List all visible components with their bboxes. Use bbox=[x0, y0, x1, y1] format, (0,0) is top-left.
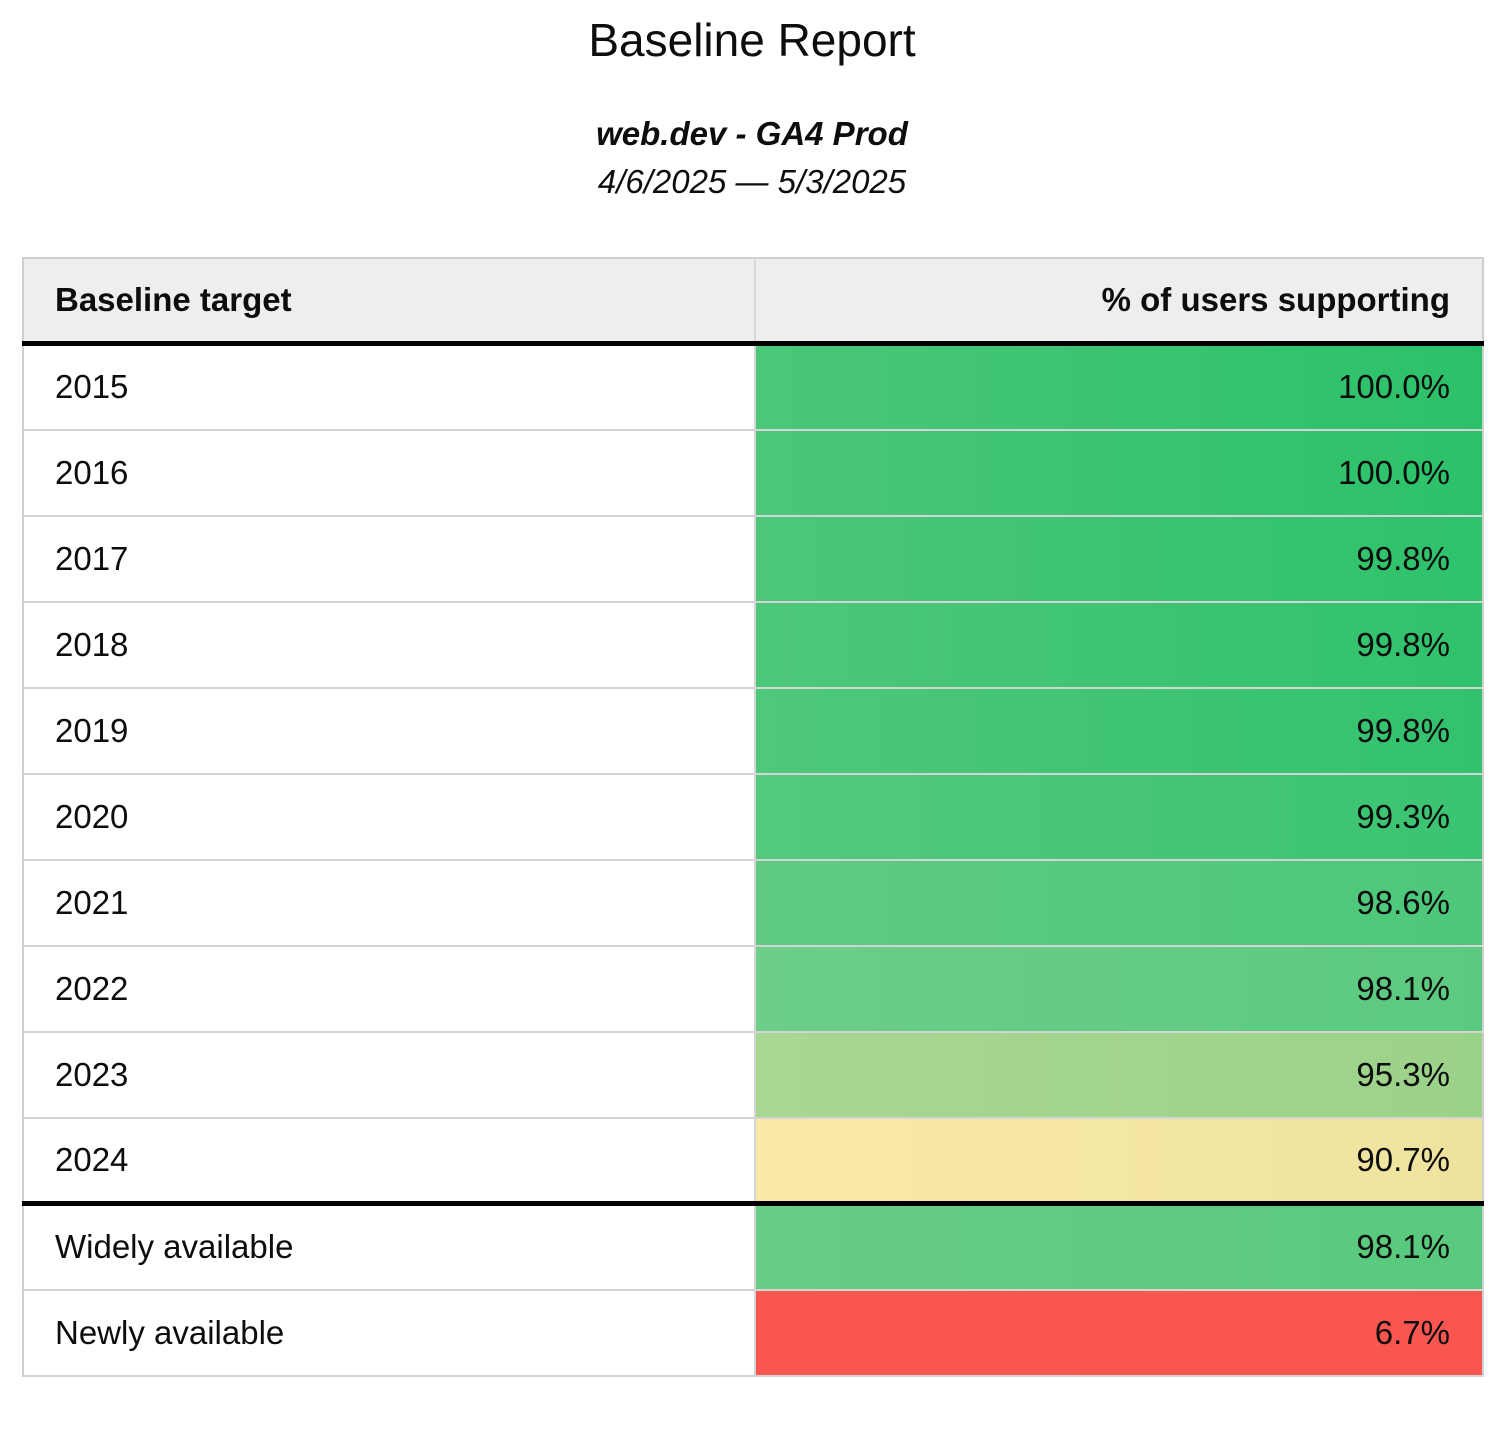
target-cell: 2021 bbox=[23, 859, 755, 947]
value-cell: 98.1% bbox=[754, 945, 1483, 1033]
value-cell: 100.0% bbox=[754, 343, 1483, 431]
table-row: 2024 90.7% bbox=[23, 1117, 1483, 1207]
header-percent-supporting: % of users supporting bbox=[754, 257, 1483, 347]
target-cell: 2018 bbox=[23, 601, 755, 689]
baseline-table: Baseline target % of users supporting 20… bbox=[22, 256, 1484, 1377]
value-cell: 98.1% bbox=[754, 1203, 1483, 1291]
table-row: 2015 100.0% bbox=[23, 343, 1483, 431]
baseline-report-page: Baseline Report web.dev - GA4 Prod 4/6/2… bbox=[0, 14, 1504, 1440]
table-row: 2016 100.0% bbox=[23, 429, 1483, 517]
target-cell: 2019 bbox=[23, 687, 755, 775]
value-cell: 100.0% bbox=[754, 429, 1483, 517]
table-row: Widely available 98.1% bbox=[23, 1203, 1483, 1291]
report-date-range: 4/6/2025 — 5/3/2025 bbox=[597, 162, 907, 200]
target-cell: 2015 bbox=[23, 343, 755, 431]
table-row: Newly available 6.7% bbox=[23, 1289, 1483, 1377]
value-cell: 98.6% bbox=[754, 859, 1483, 947]
table-row: 2017 99.8% bbox=[23, 515, 1483, 603]
value-cell: 99.8% bbox=[754, 687, 1483, 775]
target-cell: 2024 bbox=[23, 1117, 755, 1207]
table-header-row: Baseline target % of users supporting bbox=[23, 257, 1483, 347]
value-cell: 6.7% bbox=[754, 1289, 1483, 1377]
target-cell: Newly available bbox=[23, 1289, 755, 1377]
target-cell: Widely available bbox=[23, 1203, 755, 1291]
table-row: 2020 99.3% bbox=[23, 773, 1483, 861]
header-baseline-target: Baseline target bbox=[23, 257, 755, 347]
value-cell: 99.8% bbox=[754, 515, 1483, 603]
target-cell: 2016 bbox=[23, 429, 755, 517]
target-cell: 2022 bbox=[23, 945, 755, 1033]
value-cell: 99.3% bbox=[754, 773, 1483, 861]
table-row: 2022 98.1% bbox=[23, 945, 1483, 1033]
table-row: 2021 98.6% bbox=[23, 859, 1483, 947]
value-cell: 90.7% bbox=[754, 1117, 1483, 1207]
table-row: 2018 99.8% bbox=[23, 601, 1483, 689]
target-cell: 2017 bbox=[23, 515, 755, 603]
target-cell: 2020 bbox=[23, 773, 755, 861]
page-title: Baseline Report bbox=[588, 14, 916, 66]
value-cell: 99.8% bbox=[754, 601, 1483, 689]
report-subtitle: web.dev - GA4 Prod bbox=[596, 115, 908, 153]
value-cell: 95.3% bbox=[754, 1031, 1483, 1119]
table-row: 2019 99.8% bbox=[23, 687, 1483, 775]
table-row: 2023 95.3% bbox=[23, 1031, 1483, 1119]
target-cell: 2023 bbox=[23, 1031, 755, 1119]
